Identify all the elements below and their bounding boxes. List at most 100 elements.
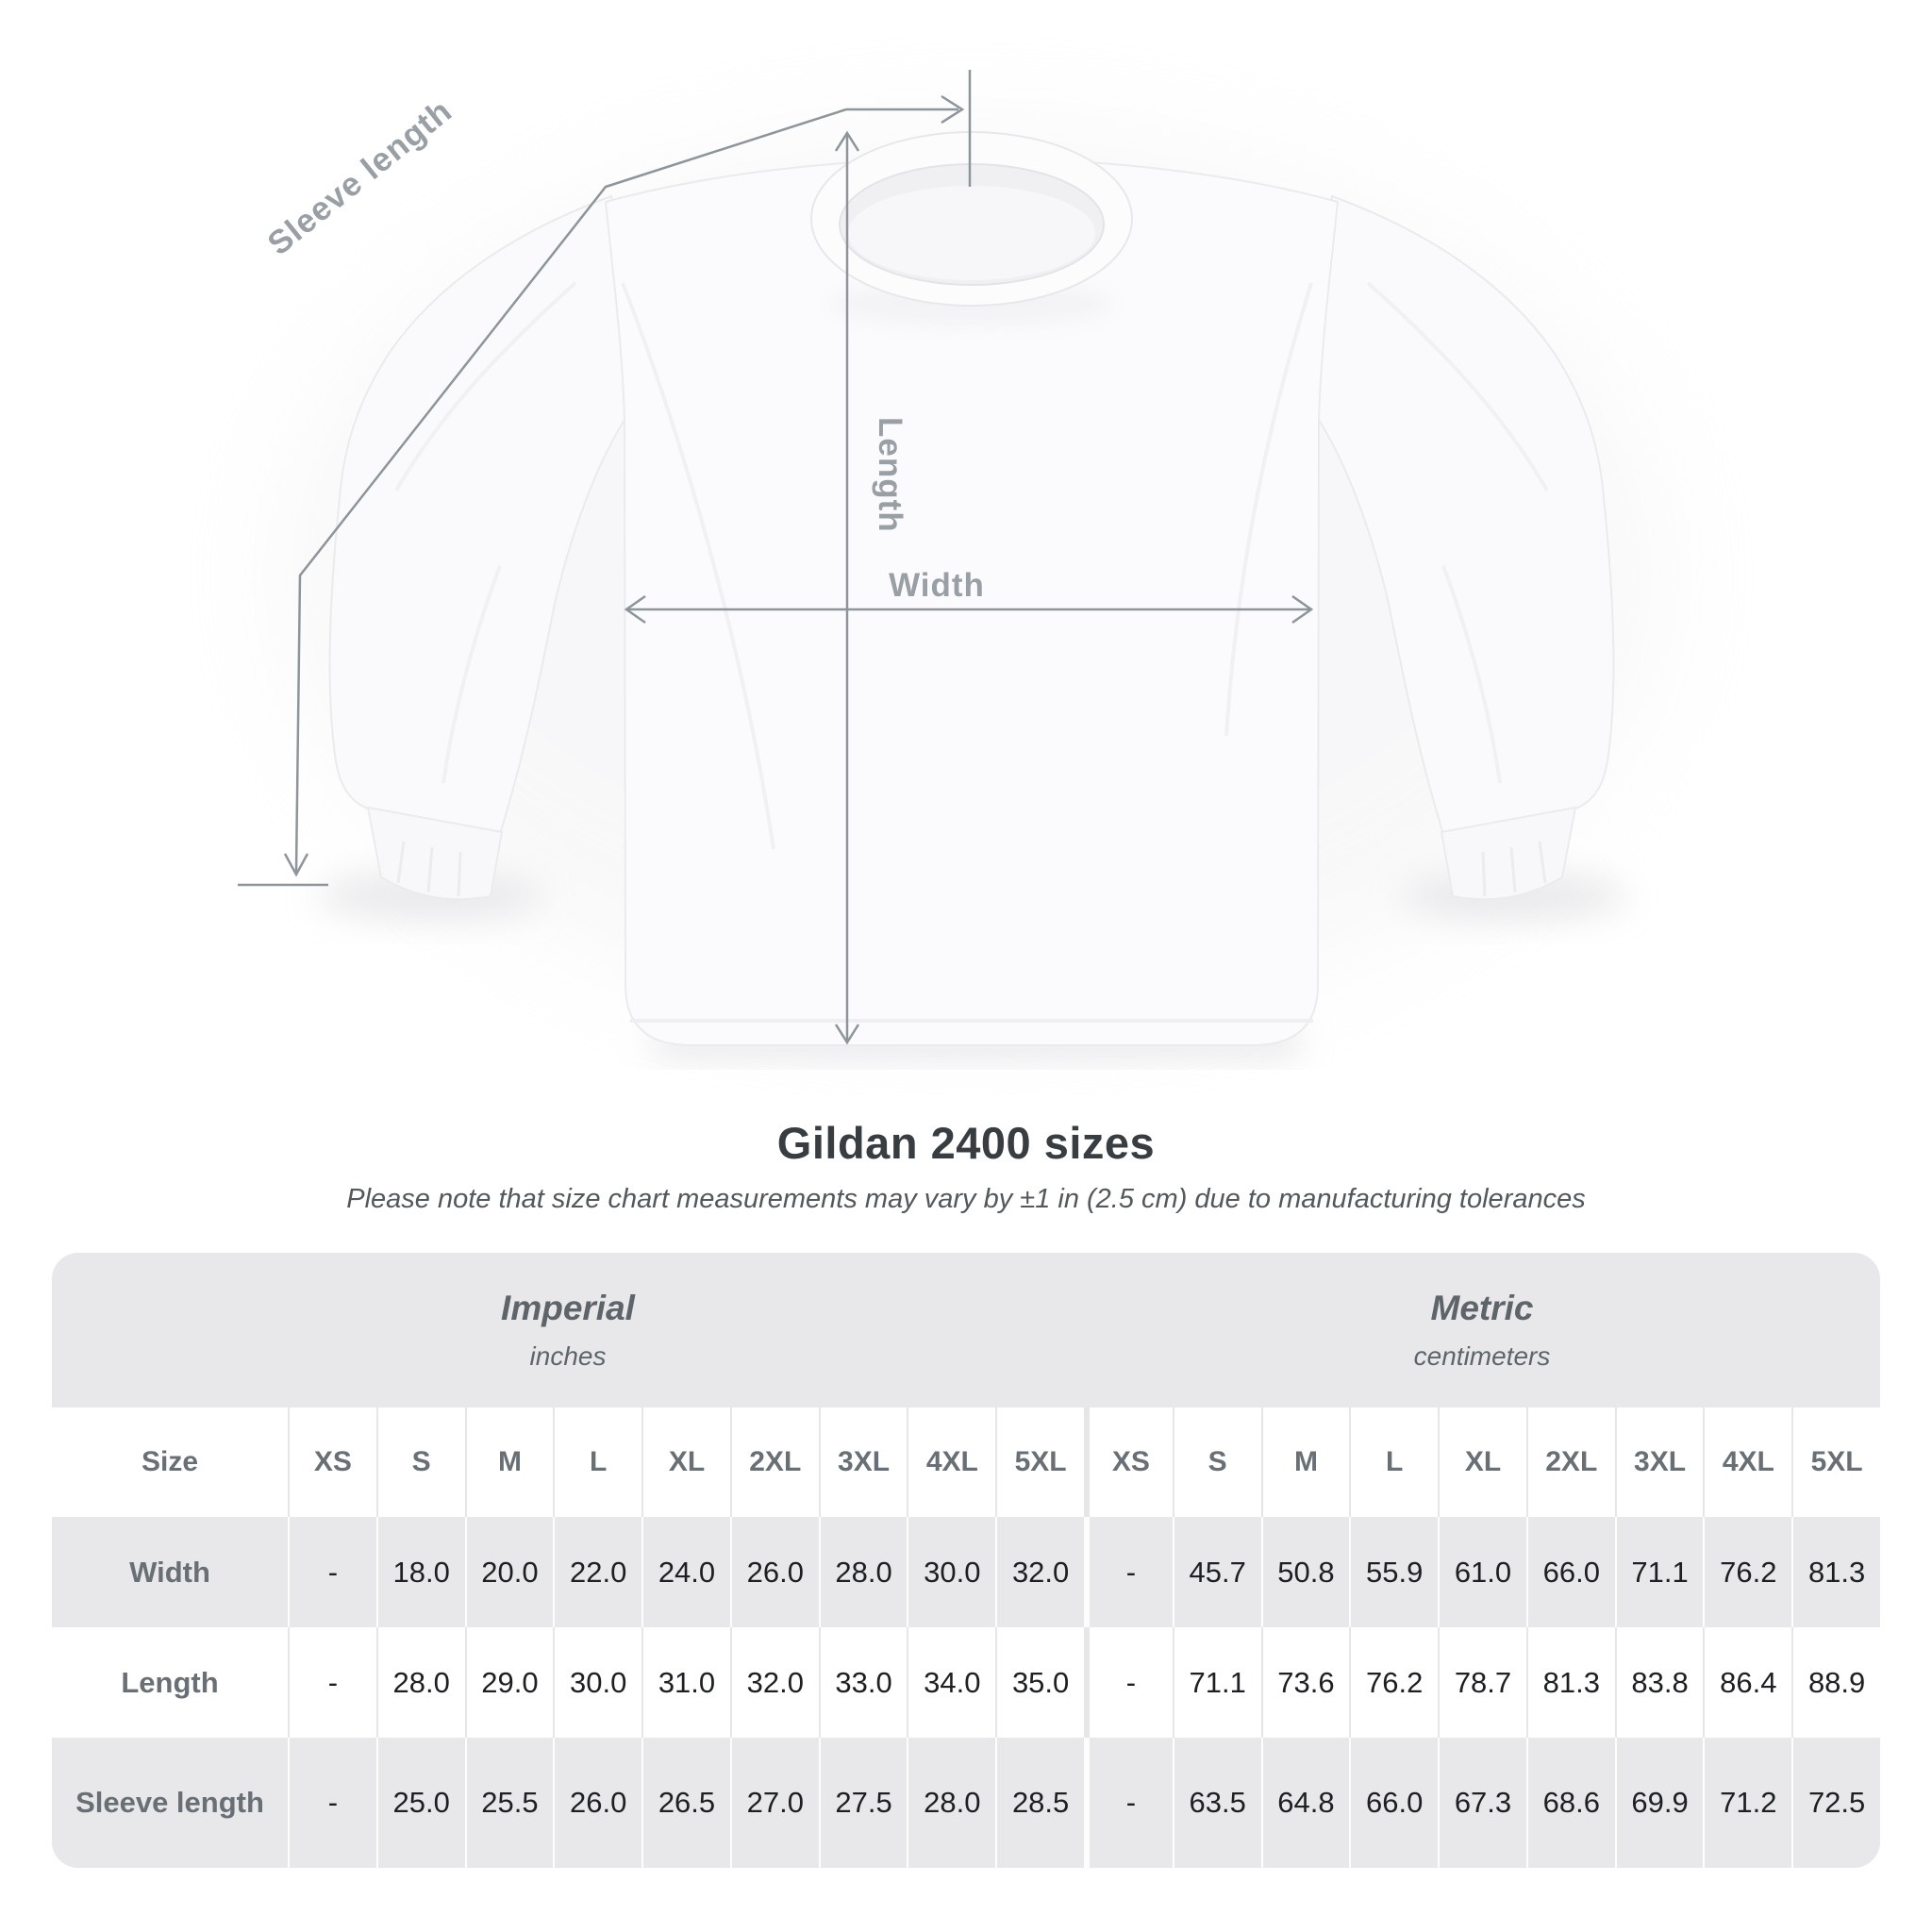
value-cell: 18.0 <box>375 1517 465 1627</box>
value-cell: 73.6 <box>1260 1627 1350 1738</box>
size-col-header: 3XL <box>818 1407 908 1517</box>
value-cell: 61.0 <box>1438 1517 1526 1627</box>
value-cell: 76.2 <box>1349 1627 1439 1738</box>
shirt-body <box>604 157 1340 1046</box>
value-cell: - <box>288 1627 376 1738</box>
value-cell: 26.5 <box>641 1738 730 1868</box>
width-label: Width <box>889 567 985 604</box>
size-col-header: 3XL <box>1614 1407 1704 1517</box>
arrow-right-icon <box>1291 594 1314 625</box>
row-label: Width <box>52 1517 288 1627</box>
size-header-cell: Size <box>52 1407 288 1517</box>
value-cell: 81.3 <box>1791 1517 1880 1627</box>
value-cell: 35.0 <box>995 1627 1084 1738</box>
value-cell: 50.8 <box>1260 1517 1350 1627</box>
value-cell: - <box>1084 1627 1173 1738</box>
value-cell: 28.5 <box>995 1738 1084 1868</box>
value-cell: 28.0 <box>907 1738 996 1868</box>
arrow-right-icon <box>941 94 965 125</box>
unit-sub: inches <box>529 1341 607 1371</box>
value-cell: 26.0 <box>729 1517 819 1627</box>
arrow-left-icon <box>624 594 646 625</box>
length-label: Length <box>872 417 908 533</box>
size-col-header: L <box>1349 1407 1439 1517</box>
value-cell: 32.0 <box>729 1627 819 1738</box>
value-cell: - <box>288 1738 376 1868</box>
length-line <box>834 130 860 1045</box>
value-cell: 71.2 <box>1703 1738 1792 1868</box>
value-cell: 31.0 <box>641 1627 730 1738</box>
value-cell: 32.0 <box>995 1517 1084 1627</box>
value-cell: 29.0 <box>464 1627 554 1738</box>
unit-sub: centimeters <box>1413 1341 1551 1371</box>
unit-header-imperial: Imperial inches <box>52 1253 1084 1407</box>
shirt-collar <box>810 131 1133 326</box>
value-cell: 64.8 <box>1260 1738 1350 1868</box>
value-cell: - <box>1084 1517 1173 1627</box>
value-cell: 45.7 <box>1172 1517 1261 1627</box>
value-cell: 26.0 <box>553 1738 642 1868</box>
size-col-header: M <box>464 1407 554 1517</box>
size-col-header: L <box>553 1407 642 1517</box>
title-block: Gildan 2400 sizes Please note that size … <box>0 1117 1932 1215</box>
unit-name: Imperial <box>501 1289 635 1327</box>
size-col-header: 4XL <box>1703 1407 1792 1517</box>
value-cell: 86.4 <box>1703 1627 1792 1738</box>
shirt-diagram-svg: Sleeve length Length Width <box>238 70 1660 1057</box>
value-cell: 63.5 <box>1172 1738 1261 1868</box>
size-col-header: M <box>1260 1407 1350 1517</box>
value-cell: 25.0 <box>375 1738 465 1868</box>
value-cell: 25.5 <box>464 1738 554 1868</box>
size-col-header: XL <box>641 1407 730 1517</box>
size-col-header: XL <box>1438 1407 1526 1517</box>
value-cell: 24.0 <box>641 1517 730 1627</box>
unit-name: Metric <box>1430 1289 1534 1327</box>
size-col-header: S <box>1172 1407 1261 1517</box>
size-col-header: 5XL <box>995 1407 1084 1517</box>
value-cell: 71.1 <box>1614 1517 1704 1627</box>
value-cell: 33.0 <box>818 1627 908 1738</box>
width-line <box>624 594 1314 625</box>
arrow-down-icon <box>283 853 309 877</box>
value-cell: 78.7 <box>1438 1627 1526 1738</box>
row-label: Sleeve length <box>52 1738 288 1868</box>
value-cell: 66.0 <box>1525 1517 1615 1627</box>
value-cell: - <box>288 1517 376 1627</box>
shirt-left-sleeve <box>328 194 628 901</box>
value-cell: - <box>1084 1738 1173 1868</box>
row-label: Length <box>52 1627 288 1738</box>
value-cell: 20.0 <box>464 1517 554 1627</box>
size-col-header: S <box>375 1407 465 1517</box>
measurement-lines <box>238 70 1314 1045</box>
value-cell: 34.0 <box>907 1627 996 1738</box>
arrow-down-icon <box>834 1024 860 1045</box>
size-col-header: 4XL <box>907 1407 996 1517</box>
value-cell: 68.6 <box>1525 1738 1615 1868</box>
shirt-measurement-diagram: Sleeve length Length Width <box>238 70 1660 1057</box>
size-col-header: 2XL <box>1525 1407 1615 1517</box>
value-cell: 66.0 <box>1349 1738 1439 1868</box>
value-cell: 88.9 <box>1791 1627 1880 1738</box>
value-cell: 83.8 <box>1614 1627 1704 1738</box>
size-col-header: XS <box>1084 1407 1173 1517</box>
value-cell: 30.0 <box>907 1517 996 1627</box>
shirt-right-sleeve <box>1315 194 1615 901</box>
arrow-up-icon <box>834 130 860 152</box>
value-cell: 27.5 <box>818 1738 908 1868</box>
value-cell: 69.9 <box>1614 1738 1704 1868</box>
value-cell: 76.2 <box>1703 1517 1792 1627</box>
value-cell: 28.0 <box>375 1627 465 1738</box>
size-col-header: 5XL <box>1791 1407 1880 1517</box>
size-table: Imperial inches Metric centimeters Size XS S M L… <box>52 1253 1880 1868</box>
value-cell: 55.9 <box>1349 1517 1439 1627</box>
sleeve-length-line <box>238 70 972 887</box>
value-cell: 67.3 <box>1438 1738 1526 1868</box>
value-cell: 28.0 <box>818 1517 908 1627</box>
page-subtitle: Please note that size chart measurements… <box>346 1184 1586 1214</box>
value-cell: 71.1 <box>1172 1627 1261 1738</box>
unit-header-metric: Metric centimeters <box>1084 1253 1880 1407</box>
value-cell: 30.0 <box>553 1627 642 1738</box>
value-cell: 27.0 <box>729 1738 819 1868</box>
size-col-header: XS <box>288 1407 376 1517</box>
value-cell: 22.0 <box>553 1517 642 1627</box>
